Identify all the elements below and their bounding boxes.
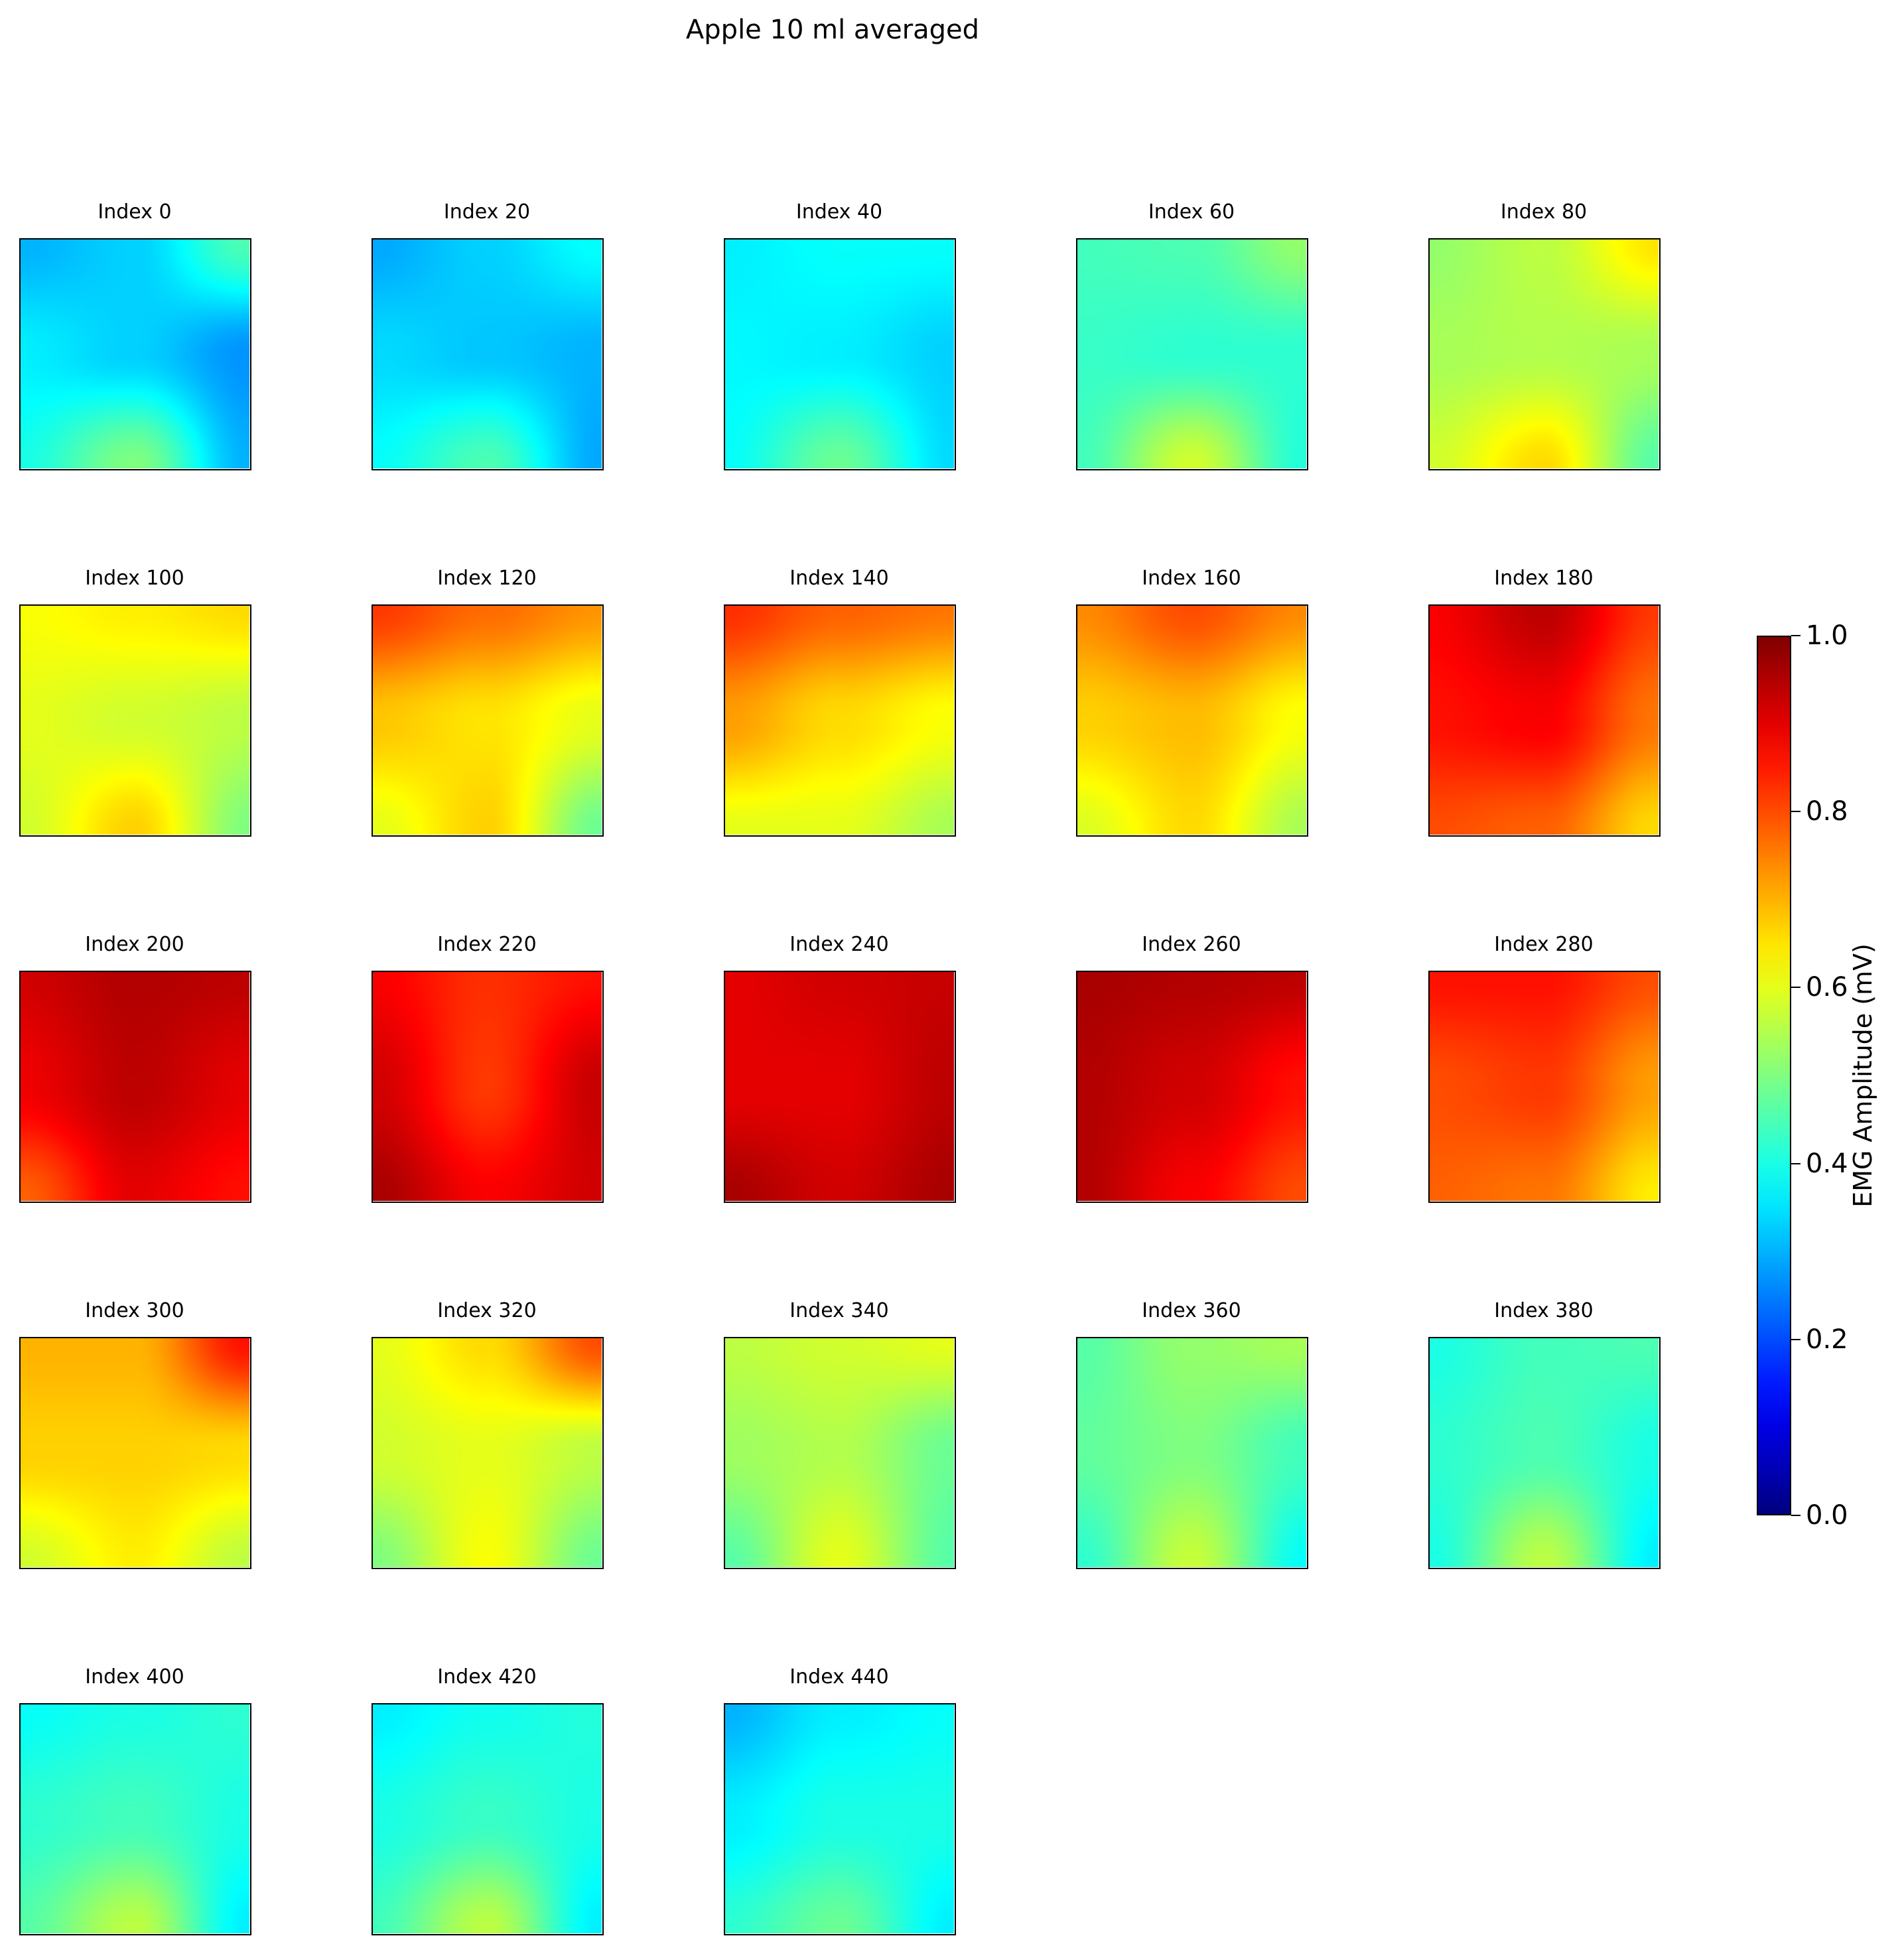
heatmap-image (20, 1704, 249, 1933)
heatmap-panel: Index 340 (724, 1299, 956, 1569)
heatmap-image (1429, 1338, 1659, 1567)
colorbar-tick (1791, 635, 1801, 636)
panel-title: Index 20 (443, 200, 531, 224)
panel-title: Index 280 (1494, 933, 1594, 956)
heatmap-panel: Index 400 (19, 1665, 251, 1935)
heatmap-panel: Index 220 (372, 933, 604, 1203)
colorbar-tick (1791, 987, 1801, 989)
colorbar-tick-label: 0.2 (1806, 1324, 1848, 1355)
heatmap-image (372, 1704, 602, 1933)
colorbar-tick-label: 0.4 (1806, 1148, 1848, 1179)
heatmap-image (20, 1338, 249, 1567)
heatmap-image (372, 605, 602, 835)
figure-title: Apple 10 ml averaged (685, 15, 980, 45)
heatmap-panel: Index 180 (1428, 567, 1661, 837)
heatmap-panel: Index 200 (19, 933, 251, 1203)
colorbar-tick-label: 0.0 (1806, 1500, 1848, 1531)
heatmap-image (724, 1338, 954, 1567)
heatmap-panel: Index 420 (372, 1665, 604, 1935)
panel-title: Index 0 (98, 200, 172, 224)
colorbar-gradient (1757, 636, 1791, 1515)
heatmap-image (1077, 1338, 1306, 1567)
heatmap-image (1077, 971, 1306, 1201)
colorbar-tick-label: 1.0 (1806, 620, 1848, 651)
panel-title: Index 140 (789, 567, 889, 590)
panel-title: Index 440 (789, 1665, 889, 1689)
panel-title: Index 40 (795, 200, 883, 224)
heatmap-panel: Index 60 (1076, 200, 1308, 470)
panel-title: Index 400 (85, 1665, 184, 1689)
heatmap-image (372, 971, 602, 1201)
panel-title: Index 240 (789, 933, 889, 956)
heatmap-panel: Index 240 (724, 933, 956, 1203)
heatmap-image (1077, 605, 1306, 835)
heatmap-panel: Index 440 (724, 1665, 956, 1935)
heatmap-panel: Index 280 (1428, 933, 1661, 1203)
heatmap-panel: Index 140 (724, 567, 956, 837)
heatmap-panel: Index 320 (372, 1299, 604, 1569)
panel-title: Index 340 (789, 1299, 889, 1322)
colorbar-tick (1791, 1515, 1801, 1516)
heatmap-panel: Index 100 (19, 567, 251, 837)
panel-title: Index 120 (437, 567, 537, 590)
panel-title: Index 320 (437, 1299, 537, 1322)
heatmap-image (20, 239, 249, 468)
panel-title: Index 300 (85, 1299, 184, 1322)
heatmap-image (724, 1704, 954, 1933)
heatmap-image (1429, 239, 1659, 468)
heatmap-panel: Index 80 (1428, 200, 1661, 470)
heatmap-panel: Index 380 (1428, 1299, 1661, 1569)
heatmap-panel: Index 20 (372, 200, 604, 470)
panel-title: Index 260 (1142, 933, 1241, 956)
colorbar-tick-label: 0.6 (1806, 972, 1848, 1003)
heatmap-image (372, 239, 602, 468)
heatmap-panel: Index 0 (19, 200, 251, 470)
heatmap-panel: Index 120 (372, 567, 604, 837)
heatmap-image (372, 1338, 602, 1567)
panel-title: Index 420 (437, 1665, 537, 1689)
heatmap-panel: Index 260 (1076, 933, 1308, 1203)
panel-title: Index 80 (1500, 200, 1588, 224)
panel-title: Index 100 (85, 567, 184, 590)
panel-title: Index 200 (85, 933, 184, 956)
heatmap-image (1077, 239, 1306, 468)
heatmap-image (1429, 605, 1659, 835)
panel-title: Index 160 (1142, 567, 1241, 590)
colorbar-tick (1791, 811, 1801, 813)
heatmap-panel: Index 160 (1076, 567, 1308, 837)
heatmap-panel: Index 360 (1076, 1299, 1308, 1569)
heatmap-panel: Index 300 (19, 1299, 251, 1569)
panel-title: Index 180 (1494, 567, 1594, 590)
panel-title: Index 380 (1494, 1299, 1594, 1322)
colorbar-tick-label: 0.8 (1806, 796, 1848, 827)
heatmap-panel: Index 40 (724, 200, 956, 470)
panel-title: Index 360 (1142, 1299, 1241, 1322)
panel-title: Index 220 (437, 933, 537, 956)
heatmap-image (724, 605, 954, 835)
colorbar-label: EMG Amplitude (mV) (1848, 943, 1877, 1208)
colorbar: 0.0 0.2 0.4 0.6 0.8 1.0 (1757, 622, 1848, 1529)
heatmap-image (1429, 971, 1659, 1201)
heatmap-image (20, 971, 249, 1201)
colorbar-tick (1791, 1338, 1801, 1340)
colorbar-tick (1791, 1162, 1801, 1164)
heatmap-image (20, 605, 249, 835)
heatmap-image (724, 971, 954, 1201)
panel-title: Index 60 (1148, 200, 1235, 224)
heatmap-image (724, 239, 954, 468)
